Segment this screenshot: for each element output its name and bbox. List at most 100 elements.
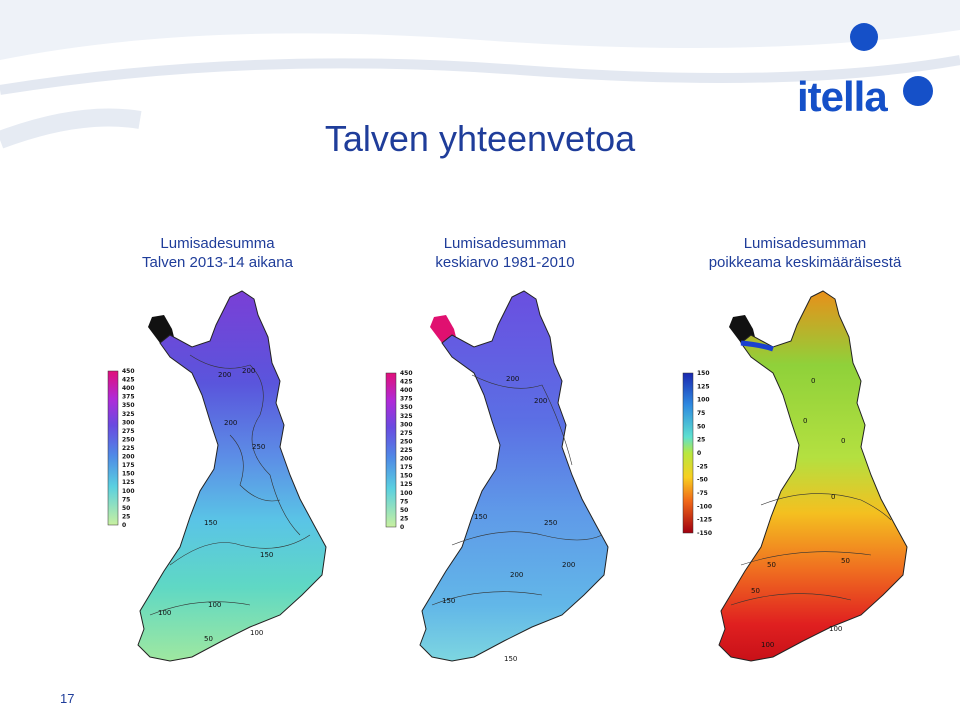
legend-tick-label: 225 [122,445,135,452]
legend: 150 125 100 75 50 25 0 -25 -50 -75 -100 -125 -150 [682,370,712,537]
contour-label: 100 [761,641,774,649]
caption-line: Lumisadesumman [443,235,567,252]
legend-tick-label: -150 [697,530,712,537]
contour-label: 50 [751,587,760,595]
caption-line: Lumisadesumman [743,235,867,252]
legend-tick-label: 125 [400,481,413,488]
contour-label: 100 [208,601,221,609]
contour-label: 200 [218,371,231,379]
contour-label: 0 [831,493,835,501]
legend-tick-label: 275 [122,428,135,435]
legend-tick-label: 325 [122,411,135,418]
logo-dot-icon [903,76,933,106]
legend-tick-label: 225 [400,447,413,454]
snowfall-map-average-1981-2010: 200 200 250 150 200 200 150 150 45042540… [385,290,609,663]
contour-label: 150 [204,519,217,527]
slide-title: Talven yhteenvetoa [324,118,636,159]
caption-line: keskiarvo 1981-2010 [435,254,575,271]
contour-label: 200 [224,419,237,427]
legend-tick-label: 150 [400,473,413,480]
legend-tick-label: 350 [122,402,135,409]
contour-label: 50 [767,561,776,569]
legend-tick-label: 50 [697,423,705,430]
legend-tick-label: 75 [400,498,408,505]
contour-label: 150 [474,513,487,521]
legend-tick-label: 100 [400,490,413,497]
legend-tick-label: 0 [400,524,404,531]
contour-label: 250 [544,519,557,527]
map-caption: Lumisadesumma Talven 2013-14 aikana [115,234,320,272]
legend: 4504254003753503253002752502252001751501… [385,370,413,531]
legend-tick-label: 250 [122,436,135,443]
legend-tick-label: 425 [122,377,135,384]
legend-tick-label: 100 [122,488,135,495]
logo-dot-icon [850,23,878,51]
finland-shape [137,290,327,662]
caption-line: Talven 2013-14 aikana [142,254,293,271]
contour-label: 150 [260,551,273,559]
legend-tick-label: 50 [122,505,130,512]
legend-tick-label: -100 [697,503,712,510]
contour-label: 250 [252,443,265,451]
legend-tick-label: 400 [122,385,135,392]
legend-tick-label: 0 [697,450,701,457]
legend-tick-label: 350 [400,404,413,411]
legend-tick-label: 200 [400,456,413,463]
legend-tick-label: 200 [122,454,135,461]
itella-logo: itella [795,18,945,118]
contour-label: 50 [204,635,213,643]
contour-label: 100 [250,629,263,637]
legend-tick-label: 25 [122,513,130,520]
legend-tick-label: 125 [122,479,135,486]
legend-tick-label: 275 [400,430,413,437]
legend-tick-label: 150 [697,370,710,377]
page-number: 17 [60,691,75,706]
contour-label: 200 [534,397,547,405]
legend-tick-label: 25 [697,437,705,444]
contour-label: 100 [829,625,842,633]
snowfall-map-2013-14: 200 200 250 200 150 100 100 50 100 150 4… [107,290,327,662]
contour-label: 200 [242,367,255,375]
contour-label: 100 [158,609,171,617]
legend-tick-label: 300 [122,419,135,426]
legend-tick-label: -125 [697,517,712,524]
caption-line: poikkeama keskimääräisestä [708,254,902,271]
legend-tick-label: 175 [122,462,135,469]
map-caption: Lumisadesumman poikkeama keskimääräisest… [690,234,920,272]
legend-tick-label: 425 [400,379,413,386]
legend-colorbar [682,372,694,534]
caption-line: Lumisadesumma [160,235,275,252]
legend-tick-label: 300 [400,421,413,428]
legend-tick-label: -75 [697,490,708,497]
contour-label: 200 [506,375,519,383]
legend-tick-label: 175 [400,464,413,471]
legend-tick-label: 25 [400,515,408,522]
legend-tick-label: 400 [400,387,413,394]
legend-tick-label: 125 [697,383,710,390]
legend-tick-label: 375 [122,394,135,401]
contour-label: 0 [803,417,807,425]
legend-tick-label: 75 [697,410,705,417]
finland-shape [718,290,908,662]
legend-tick-label: -50 [697,477,708,484]
legend-labels: 4504254003753503253002752502252001751501… [122,368,135,529]
legend: 4504254003753503253002752502252001751501… [107,368,135,529]
contour-label: 200 [562,561,575,569]
legend-tick-label: 50 [400,507,408,514]
legend-colorbar [385,372,397,528]
legend-tick-label: 150 [122,471,135,478]
contour-label: 150 [504,655,517,663]
legend-tick-label: 325 [400,413,413,420]
logo-text: itella [797,73,888,120]
legend-labels: 4504254003753503253002752502252001751501… [400,370,413,531]
map-caption: Lumisadesumman keskiarvo 1981-2010 [400,234,610,272]
legend-labels: 150 125 100 75 50 25 0 -25 -50 -75 -100 -125 -150 [697,370,712,537]
finland-shape [419,290,609,662]
contour-label: 0 [811,377,815,385]
legend-tick-label: 100 [697,397,710,404]
snowfall-deviation-map: 0 0 0 0 50 50 50 100 100 150 125 100 75 50 25… [682,290,908,662]
contour-label: 0 [841,437,845,445]
legend-colorbar [107,370,119,526]
legend-tick-label: -25 [697,463,708,470]
legend-tick-label: 0 [122,522,126,529]
